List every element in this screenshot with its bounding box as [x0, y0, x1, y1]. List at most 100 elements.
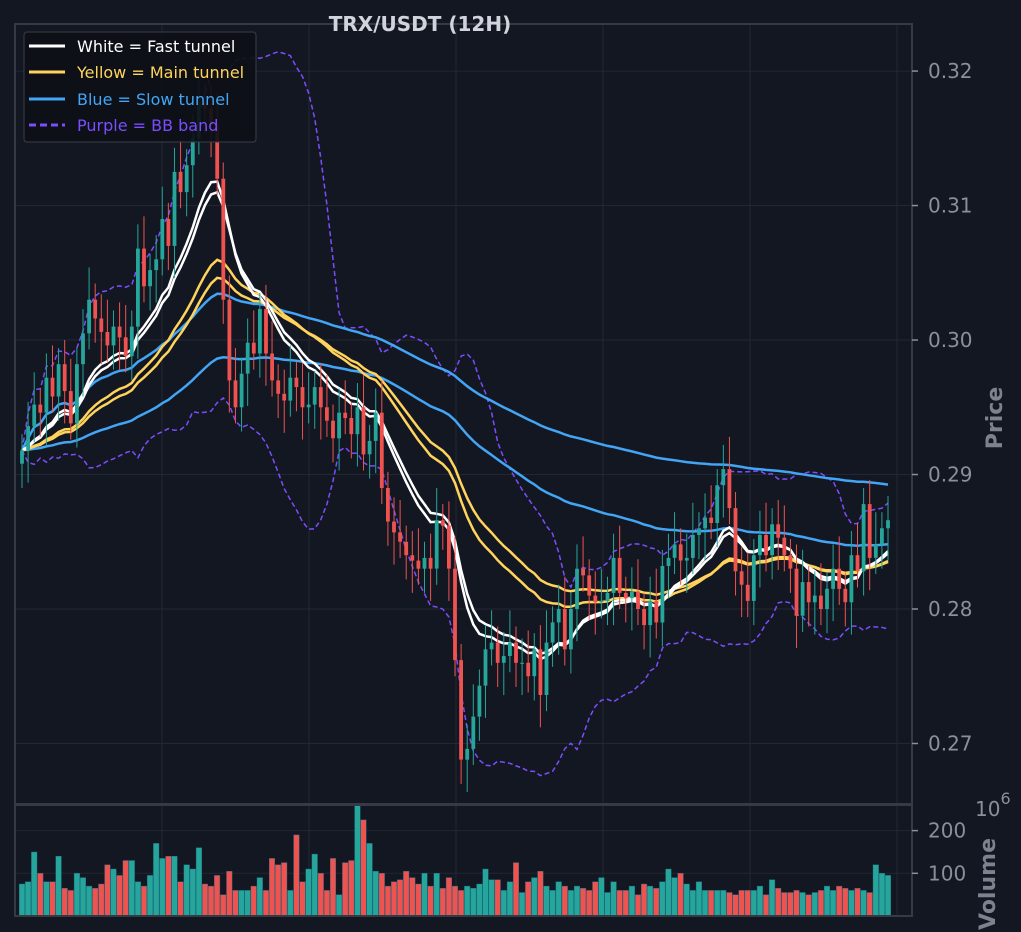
- volume-bar: [659, 881, 666, 917]
- candle-body: [477, 685, 482, 717]
- candle-body: [325, 407, 329, 421]
- candle-body: [788, 555, 793, 569]
- main-tunnel: [21, 258, 889, 609]
- volume-bar: [342, 862, 349, 917]
- candle-body: [697, 528, 701, 535]
- volume-bar: [122, 860, 129, 917]
- volume-bar: [470, 888, 477, 917]
- candle-body: [776, 524, 781, 538]
- candle-body: [44, 377, 49, 413]
- volume-bar: [110, 868, 117, 917]
- volume-bar: [433, 873, 440, 917]
- volume-bar: [323, 890, 330, 917]
- volume-bar: [738, 890, 745, 917]
- candle-body: [93, 299, 98, 319]
- price-tick-label: 0.30: [928, 328, 973, 352]
- volume-bar: [714, 890, 721, 917]
- volume-bar: [366, 843, 373, 917]
- candle-body: [562, 609, 567, 650]
- volume-bar: [421, 873, 428, 917]
- volume-bar: [384, 885, 391, 917]
- volume-bar: [482, 868, 489, 917]
- volume-bar: [147, 875, 154, 917]
- candle-body: [239, 373, 244, 408]
- candle-body: [312, 387, 317, 405]
- legend-slow-label: Blue = Slow tunnel: [77, 90, 230, 109]
- candle-body: [105, 332, 110, 346]
- candle-body: [800, 582, 805, 616]
- candle-body: [349, 418, 354, 435]
- volume-bar: [598, 877, 605, 917]
- price-axis-title: Price: [983, 387, 1008, 449]
- volume-bar: [49, 881, 56, 917]
- candle-body: [117, 326, 122, 338]
- candle-body: [68, 391, 73, 424]
- volume-bar: [793, 890, 800, 917]
- volume-bar: [811, 892, 818, 917]
- volume-bar: [720, 890, 727, 917]
- volume-bar: [19, 883, 26, 917]
- candle-body: [172, 171, 177, 246]
- candle-body: [264, 309, 268, 354]
- volume-bars: [19, 804, 892, 917]
- candle-body: [379, 412, 384, 488]
- volume-bar: [195, 847, 202, 917]
- candle-body: [831, 568, 835, 589]
- candle-body: [434, 520, 439, 569]
- candle-body: [751, 555, 756, 601]
- volume-bar: [330, 858, 337, 917]
- volume-bar: [628, 885, 635, 917]
- candle-body: [544, 642, 549, 695]
- volume-bar: [177, 881, 184, 917]
- candle-body: [154, 259, 159, 271]
- volume-bar: [750, 890, 757, 917]
- candle-body: [532, 649, 537, 677]
- volume-bar: [86, 885, 93, 917]
- slow-tunnel-upper-line: [21, 356, 889, 548]
- candle-body: [556, 609, 561, 623]
- candle-body: [593, 595, 598, 603]
- volume-bar: [824, 885, 831, 917]
- candle-body: [550, 622, 555, 643]
- candle-body: [318, 387, 323, 408]
- candle-body: [367, 440, 372, 455]
- volume-bar: [635, 894, 642, 917]
- volume-bar: [866, 892, 873, 917]
- candle-body: [733, 508, 738, 572]
- volume-bar: [269, 858, 276, 917]
- volume-bar: [92, 888, 99, 917]
- candle-body: [398, 532, 402, 542]
- candle-body: [416, 560, 421, 569]
- candle-body: [501, 656, 506, 663]
- candle-body: [361, 407, 366, 455]
- volume-bar: [702, 890, 709, 917]
- candle-body: [453, 568, 457, 661]
- volume-bar: [98, 883, 105, 917]
- volume-bar: [726, 892, 733, 917]
- price-axis: 0.27 0.28 0.29 0.30 0.31 0.32: [912, 59, 973, 755]
- volume-bar: [305, 868, 312, 917]
- legend-bb-label: Purple = BB band: [77, 116, 218, 135]
- volume-bar: [653, 888, 660, 917]
- volume-bar: [872, 864, 879, 917]
- candle-body: [404, 541, 409, 556]
- volume-bar: [817, 890, 824, 917]
- volume-bar: [689, 890, 696, 917]
- candle-body: [62, 364, 67, 392]
- volume-bar: [427, 885, 434, 917]
- candle-body: [727, 469, 732, 509]
- legend-fast-label: White = Fast tunnel: [77, 37, 235, 56]
- volume-bar: [854, 888, 861, 917]
- candle-body: [428, 557, 433, 569]
- candle-body: [745, 584, 750, 601]
- candle-body: [343, 412, 348, 419]
- volume-axis: 100 200: [912, 819, 966, 885]
- candle-body: [81, 333, 85, 365]
- volume-bar: [561, 885, 568, 917]
- candle-body: [825, 588, 829, 609]
- candle-body: [849, 555, 854, 603]
- volume-bar: [360, 819, 367, 917]
- candle-body: [867, 504, 872, 558]
- volume-bar: [61, 888, 68, 917]
